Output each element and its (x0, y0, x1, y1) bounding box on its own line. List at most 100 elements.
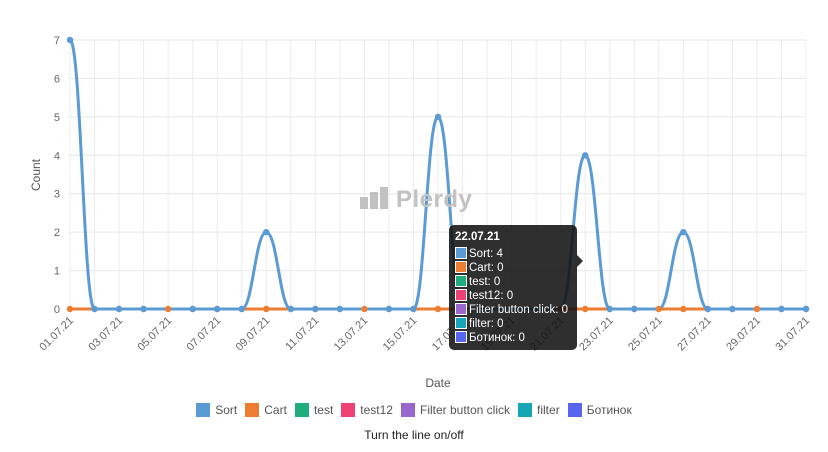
legend-swatch (196, 403, 211, 418)
legend-swatch (400, 403, 415, 418)
chart-legend: Sort Cart test test12 Filter button click fil… (0, 402, 828, 418)
cart-point[interactable] (66, 305, 74, 313)
sort-point[interactable] (606, 305, 613, 313)
sort-point[interactable] (385, 305, 393, 313)
x-tick-label: 25.07.21 (626, 315, 665, 354)
legend-hint: Turn the line on/off (364, 428, 464, 442)
legend-label: Sort (215, 403, 238, 418)
legend-swatch (567, 403, 582, 418)
legend-item-5[interactable]: filter (518, 402, 560, 418)
legend-swatch (518, 403, 533, 418)
tooltip-swatch (455, 275, 467, 287)
sort-point[interactable] (631, 305, 638, 313)
legend-item-3[interactable]: test12 (341, 402, 393, 418)
x-tick-label: 13.07.21 (332, 315, 371, 354)
tooltip-row: Ботинок: 0 (455, 331, 571, 345)
legend-label: Cart (264, 403, 287, 418)
legend-label: Filter button click (419, 403, 511, 418)
tooltip-swatch (455, 331, 467, 343)
sort-point[interactable] (729, 305, 736, 313)
y-tick-label: 2 (54, 227, 60, 239)
watermark-text: Plerdy (396, 186, 473, 213)
tooltip-text: test: 0 (469, 276, 501, 288)
legend-item-2[interactable]: test (294, 402, 334, 418)
tooltip-row: filter: 0 (455, 317, 571, 331)
x-axis-label: Date (425, 376, 451, 390)
x-tick-label: 15.07.21 (381, 315, 420, 354)
cart-point[interactable] (753, 305, 761, 313)
plerdy-watermark: Plerdy (360, 186, 472, 214)
y-tick-label: 6 (54, 73, 60, 85)
legend-item-6[interactable]: Ботинок (567, 402, 632, 418)
tooltip-row: test12: 0 (455, 289, 571, 303)
chart-tooltip: 22.07.21 Sort: 4 Cart: 0 test: 0 test12: 0 F… (449, 225, 583, 350)
sort-point[interactable] (434, 113, 442, 121)
x-tick-label: 23.07.21 (577, 315, 616, 354)
sort-point[interactable] (238, 305, 245, 313)
y-tick-label: 4 (54, 150, 60, 162)
legend-item-1[interactable]: Cart (245, 402, 287, 418)
sort-point[interactable] (802, 305, 810, 313)
plerdy-logo-icon (360, 187, 388, 209)
tooltip-text: Filter button click: 0 (469, 304, 569, 316)
cart-point[interactable] (655, 305, 662, 313)
sort-point[interactable] (312, 305, 319, 313)
x-tick-label: 07.07.21 (185, 315, 224, 354)
tooltip-text: Cart: 0 (469, 262, 504, 274)
x-tick-label: 27.07.21 (675, 315, 714, 354)
y-tick-label: 5 (54, 112, 60, 124)
x-tick-label: 01.07.21 (37, 315, 76, 354)
x-tick-label: 29.07.21 (724, 315, 763, 354)
x-tick-label: 03.07.21 (86, 315, 125, 354)
legend-label: test12 (360, 403, 393, 418)
tooltip-swatch (455, 261, 467, 273)
x-tick-label: 31.07.21 (773, 315, 812, 354)
legend-swatch (294, 403, 309, 418)
legend-item-0[interactable]: Sort (196, 402, 238, 418)
tooltip-swatch (455, 303, 467, 315)
cart-point[interactable] (164, 305, 172, 313)
sort-point[interactable] (680, 228, 687, 236)
tooltip-row: Filter button click: 0 (455, 303, 571, 317)
y-axis-label: Count (29, 158, 43, 191)
sort-point[interactable] (115, 305, 123, 313)
tooltip-title: 22.07.21 (455, 231, 500, 243)
legend-swatch (341, 403, 356, 418)
tooltip-swatch (455, 247, 467, 259)
sort-point[interactable] (778, 305, 785, 313)
y-tick-label: 7 (54, 35, 60, 47)
tooltip-row: Cart: 0 (455, 261, 571, 275)
cart-point[interactable] (434, 305, 442, 313)
tooltip-text: Ботинок: 0 (469, 332, 525, 344)
tooltip-row: Sort: 4 (455, 247, 571, 261)
cart-point[interactable] (680, 305, 687, 313)
tooltip-text: Sort: 4 (469, 248, 503, 260)
sort-point[interactable] (582, 152, 589, 159)
tooltip-row: test: 0 (455, 275, 571, 289)
sort-point[interactable] (189, 305, 196, 313)
sort-point[interactable] (66, 36, 74, 44)
legend-item-4[interactable]: Filter button click (400, 402, 511, 418)
x-tick-label: 11.07.21 (283, 315, 321, 353)
sort-point[interactable] (287, 305, 294, 313)
x-tick-label: 09.07.21 (234, 315, 273, 354)
y-tick-label: 3 (54, 189, 60, 201)
tooltip-swatch (455, 317, 467, 329)
cart-point[interactable] (582, 305, 589, 313)
sort-point[interactable] (91, 305, 98, 313)
cart-point[interactable] (263, 305, 270, 313)
legend-label: filter (537, 403, 560, 418)
legend-swatch (245, 403, 260, 418)
sort-point[interactable] (336, 305, 344, 313)
legend-label: test (313, 403, 334, 418)
sort-point[interactable] (410, 305, 417, 313)
sort-point[interactable] (704, 305, 712, 313)
tooltip-swatch (455, 289, 467, 301)
sort-point[interactable] (140, 305, 147, 313)
legend-label: Ботинок (586, 403, 632, 418)
sort-point[interactable] (214, 305, 221, 313)
cart-point[interactable] (361, 305, 368, 313)
tooltip-text: test12: 0 (469, 290, 514, 302)
y-tick-label: 1 (54, 266, 60, 278)
sort-point[interactable] (263, 228, 270, 236)
